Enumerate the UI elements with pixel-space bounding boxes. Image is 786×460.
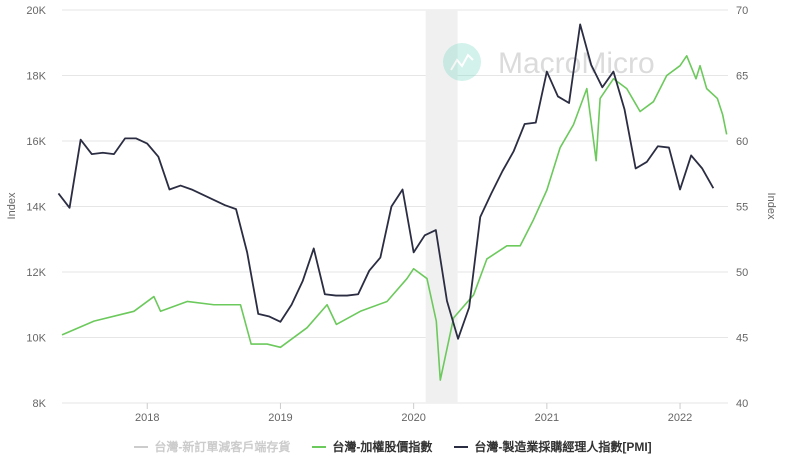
y-right-tick-label: 50 bbox=[736, 267, 748, 279]
y-right-tick-label: 45 bbox=[736, 333, 748, 345]
logo-line-icon bbox=[450, 53, 474, 71]
series-lines bbox=[57, 23, 728, 381]
legend-label: 台灣-新訂單減客戶端存貨 bbox=[154, 440, 291, 454]
y-axis-right-title: Index bbox=[765, 193, 777, 220]
y-right-tick-label: 70 bbox=[736, 5, 748, 17]
y-axis-left-title: Index bbox=[6, 192, 18, 219]
shaded-period bbox=[425, 10, 458, 403]
legend-item-taiex[interactable]: 台灣-加權股價指數 bbox=[312, 438, 432, 455]
taiex-line bbox=[61, 55, 728, 381]
legend-label: 台灣-製造業採購經理人指數[PMI] bbox=[474, 440, 652, 454]
x-tick-label: 2021 bbox=[535, 412, 559, 424]
legend-swatch bbox=[454, 445, 469, 448]
y-axis-left: 8K 10K 12K 14K 16K 18K 20K bbox=[26, 5, 46, 410]
y-right-tick-label: 55 bbox=[736, 202, 748, 214]
legend-label: 台灣-加權股價指數 bbox=[332, 440, 433, 454]
y-right-tick-label: 60 bbox=[736, 136, 748, 148]
legend: 台灣-新訂單減客戶端存貨 台灣-加權股價指數 台灣-製造業採購經理人指數[PMI… bbox=[0, 438, 786, 455]
y-right-tick-label: 65 bbox=[736, 71, 748, 83]
legend-swatch bbox=[134, 445, 149, 448]
y-right-tick-label: 40 bbox=[736, 398, 748, 410]
y-axis-right: 40 45 50 55 60 65 70 bbox=[736, 5, 748, 410]
legend-item-pmi[interactable]: 台灣-製造業採購經理人指數[PMI] bbox=[454, 438, 652, 455]
y-left-tick-label: 18K bbox=[26, 71, 46, 83]
gridlines bbox=[62, 9, 728, 409]
x-tick-label: 2018 bbox=[135, 412, 159, 424]
x-tick-label: 2020 bbox=[401, 412, 425, 424]
y-left-tick-label: 12K bbox=[26, 267, 46, 279]
x-axis: 2018 2019 2020 2021 2022 bbox=[135, 412, 692, 424]
legend-swatch bbox=[312, 445, 327, 448]
y-left-tick-label: 14K bbox=[26, 202, 46, 214]
pmi-line bbox=[57, 23, 715, 340]
legend-item-new-orders-minus-inventory[interactable]: 台灣-新訂單減客戶端存貨 bbox=[134, 438, 290, 455]
macromicro-logo-icon bbox=[443, 43, 481, 81]
x-tick-label: 2022 bbox=[668, 412, 692, 424]
y-left-tick-label: 10K bbox=[26, 333, 46, 345]
y-left-tick-label: 8K bbox=[33, 398, 47, 410]
x-tick-label: 2019 bbox=[268, 412, 292, 424]
y-left-tick-label: 20K bbox=[26, 5, 46, 17]
y-left-tick-label: 16K bbox=[26, 136, 46, 148]
